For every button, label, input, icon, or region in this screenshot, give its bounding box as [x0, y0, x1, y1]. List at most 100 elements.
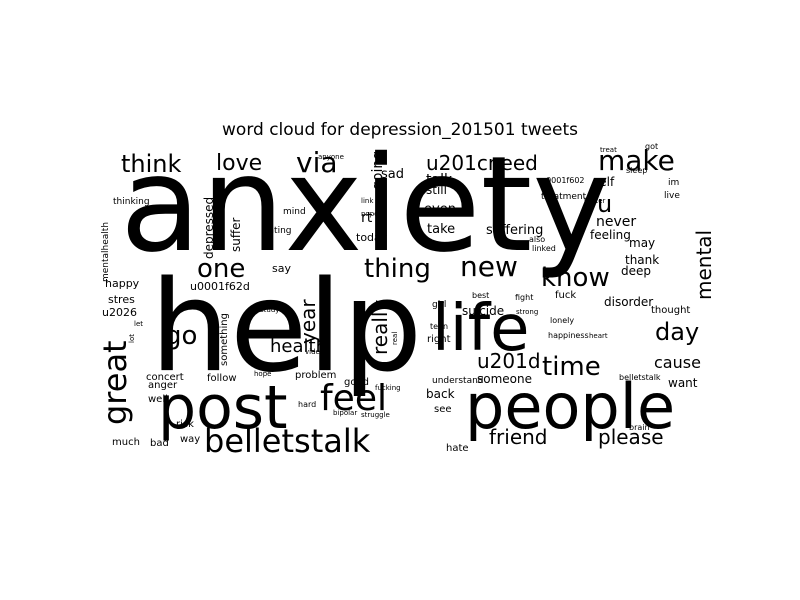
cloud-word: best: [472, 291, 489, 300]
cloud-word: self: [593, 175, 615, 189]
cloud-word: please: [598, 425, 664, 449]
cloud-word: teen: [430, 322, 448, 331]
cloud-word: follow: [207, 373, 237, 384]
cloud-word: real: [391, 332, 399, 345]
cloud-word: say: [272, 262, 291, 275]
cloud-word: disorder: [604, 295, 653, 309]
cloud-word: happiness: [548, 331, 589, 340]
cloud-word: linked: [532, 244, 556, 253]
cloud-word: love: [216, 151, 262, 176]
cloud-word: great: [96, 340, 134, 425]
cloud-word: going: [370, 151, 386, 190]
cloud-word: never: [596, 214, 636, 230]
cloud-word: struggle: [361, 411, 390, 419]
cloud-word: im: [668, 178, 679, 188]
cloud-word: better: [584, 197, 606, 205]
cloud-word: bad: [150, 438, 169, 449]
cloud-word: anyone: [318, 153, 344, 161]
cloud-word: thank: [625, 253, 659, 267]
cloud-word: via: [296, 146, 338, 179]
cloud-word: cause: [654, 353, 701, 372]
cloud-word: u201cneed: [426, 151, 538, 175]
cloud-word: video: [305, 348, 324, 356]
cloud-word: bipolar: [333, 409, 357, 417]
cloud-word: live: [664, 191, 680, 201]
cloud-word: good: [344, 377, 369, 388]
cloud-word: heart: [589, 332, 608, 340]
cloud-word: stres: [108, 293, 135, 306]
cloud-word: today: [356, 231, 388, 244]
cloud-word: suffer: [229, 217, 243, 252]
cloud-word: back: [426, 387, 455, 401]
cloud-word: sleep: [626, 166, 647, 175]
cloud-word: eating: [263, 226, 292, 236]
cloud-word: fucking: [375, 384, 401, 392]
cloud-word: day: [655, 318, 699, 346]
cloud-word: belletstalk: [619, 373, 661, 382]
cloud-word: something: [219, 313, 230, 366]
cloud-word: concert: [146, 372, 184, 383]
cloud-word: time: [542, 352, 601, 382]
cloud-word: anger: [148, 380, 178, 391]
cloud-word: got: [645, 142, 658, 151]
cloud-word: hope: [254, 370, 271, 378]
cloud-word: think: [121, 150, 182, 178]
cloud-word: fight: [515, 293, 533, 302]
cloud-word: well: [148, 394, 168, 405]
cloud-word: mental: [692, 230, 716, 300]
cloud-word: thinking: [113, 197, 150, 207]
chart-title: word cloud for depression_201501 tweets: [222, 120, 578, 140]
cloud-word: treatment: [541, 192, 587, 202]
cloud-word: see: [434, 404, 452, 415]
cloud-word: lonely: [550, 316, 574, 325]
cloud-word: also: [529, 235, 545, 244]
cloud-word: rt: [361, 210, 373, 226]
cloud-word: health: [270, 336, 327, 357]
cloud-word: mind: [283, 207, 306, 217]
cloud-word: risk: [176, 419, 194, 430]
cloud-word: right: [427, 334, 451, 345]
cloud-word: treat: [600, 146, 617, 154]
cloud-word: u0001f602: [541, 176, 585, 185]
cloud-word: girl: [432, 300, 446, 310]
cloud-word: understand: [432, 376, 484, 386]
cloud-word: let: [134, 320, 143, 328]
cloud-word: suffering: [486, 223, 543, 238]
cloud-word: u0001f62d: [190, 280, 250, 293]
cloud-word: feeling: [590, 228, 631, 242]
cloud-word: go: [165, 321, 197, 351]
cloud-word: strong: [516, 308, 538, 316]
cloud-word: belletstalk: [204, 422, 371, 460]
cloud-word: thought: [651, 305, 690, 316]
cloud-word: one: [197, 254, 245, 284]
cloud-word: really: [368, 300, 392, 355]
cloud-word: nope: [361, 210, 378, 218]
cloud-word: anxiety: [120, 128, 610, 282]
cloud-word: much: [112, 437, 140, 448]
cloud-word: life: [432, 292, 529, 366]
cloud-word: brain: [629, 423, 650, 432]
cloud-word: help: [150, 253, 422, 400]
cloud-word: new: [460, 250, 518, 283]
cloud-word: depressed: [202, 197, 216, 259]
cloud-word: fuck: [555, 290, 576, 301]
cloud-word: way: [180, 434, 200, 445]
cloud-word: suicide: [462, 304, 504, 318]
cloud-word: feel: [320, 378, 387, 419]
cloud-word: make: [598, 144, 675, 177]
cloud-word: link: [361, 197, 374, 205]
cloud-word: someone: [477, 372, 532, 386]
cloud-word: year: [296, 299, 320, 344]
cloud-word: talk: [426, 172, 453, 188]
cloud-word: mentalhealth: [101, 222, 111, 282]
cloud-word: lot: [128, 334, 136, 343]
cloud-word: post: [158, 373, 288, 443]
cloud-word: u: [597, 190, 612, 218]
cloud-word: happy: [105, 277, 140, 290]
cloud-word: hard: [298, 400, 316, 409]
cloud-word: u2026: [102, 306, 137, 319]
cloud-word: sad: [381, 167, 404, 182]
cloud-word: may: [629, 236, 655, 250]
cloud-word: want: [668, 376, 698, 390]
